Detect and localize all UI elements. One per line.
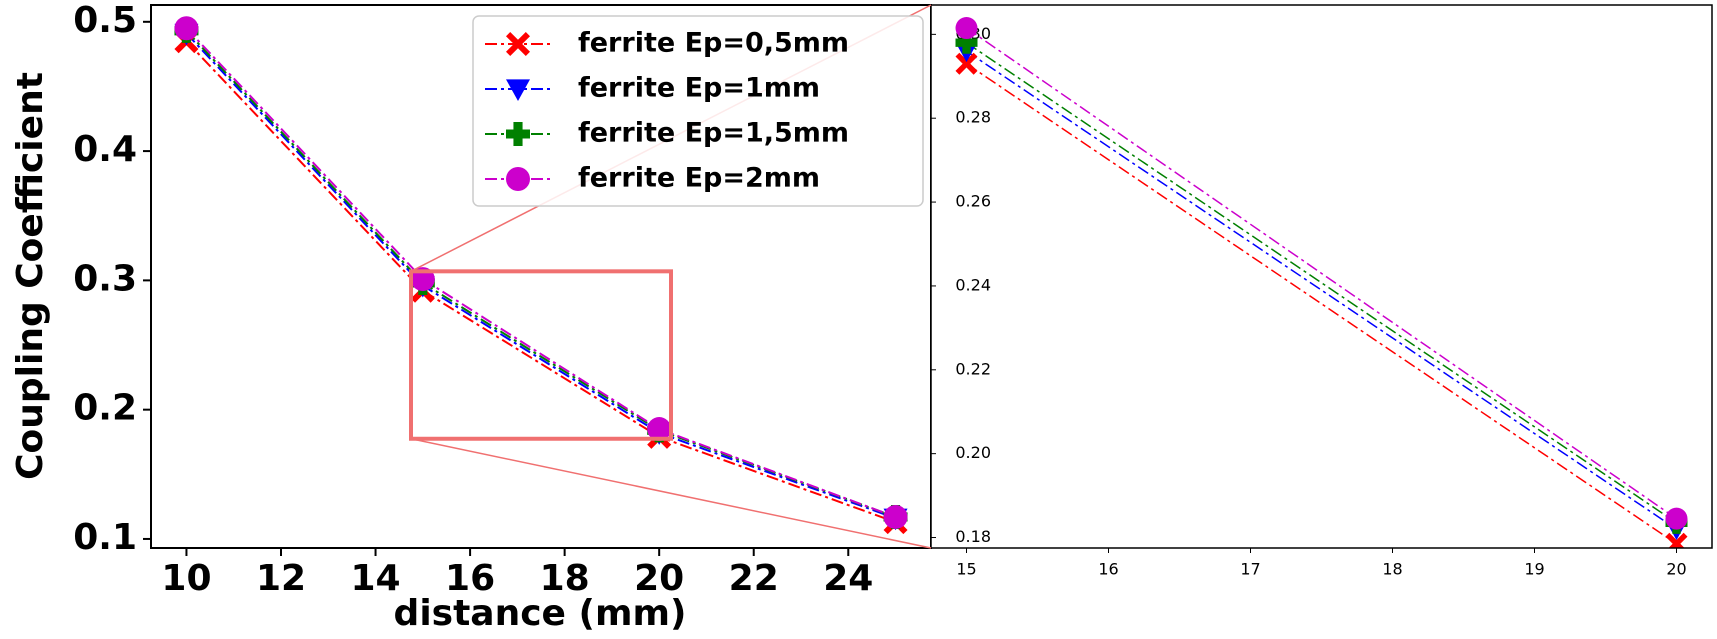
legend: ferrite Ep=0,5mm ferrite Ep=1mm ferrite Ep… (485, 28, 849, 194)
x-tick-label: 18 (1382, 560, 1402, 579)
y-tick-label: 0.4 (73, 129, 137, 170)
x-tick-label: 22 (729, 558, 779, 599)
plot-area (955, 17, 1688, 548)
x-tick-label: 16 (1098, 560, 1118, 579)
series-line (966, 42, 1677, 524)
x-tick-label: 18 (540, 558, 590, 599)
x-tick-label: 17 (1240, 560, 1260, 579)
marker (1665, 507, 1688, 530)
series-line (185, 30, 896, 518)
series-line (966, 50, 1677, 530)
marker (955, 17, 978, 40)
y-tick-label: 0.22 (955, 359, 991, 378)
series-line (185, 27, 896, 518)
legend-label: ferrite Ep=2mm (578, 163, 820, 194)
x-tick-label: 24 (823, 558, 873, 599)
x-tick-label: 20 (634, 558, 684, 599)
series-line (185, 40, 896, 524)
series-line (966, 27, 1677, 520)
marker (647, 417, 672, 442)
marker (955, 31, 978, 54)
y-tick-label: 0.5 (73, 0, 137, 41)
x-tick-label: 16 (445, 558, 495, 599)
marker (174, 16, 199, 41)
y-tick-label: 0.2 (73, 388, 137, 429)
x-tick-label: 15 (956, 560, 976, 579)
zoom-connector (410, 438, 932, 549)
marker (883, 504, 908, 529)
y-tick-label: 0.24 (955, 275, 991, 294)
legend-marker (506, 167, 530, 191)
x-tick-label: 20 (1666, 560, 1686, 579)
x-axis-label: distance (mm) (394, 593, 687, 634)
legend-label: ferrite Ep=1mm (578, 73, 820, 104)
legend-marker (506, 122, 530, 146)
axes-frame (930, 4, 1713, 549)
legend-marker (506, 79, 530, 101)
legend-box (472, 15, 924, 207)
axes-background (931, 5, 1712, 548)
x-tick-label: 19 (1524, 560, 1544, 579)
marker (955, 52, 978, 75)
y-tick-label: 0.1 (73, 517, 137, 558)
legend-label: ferrite Ep=1,5mm (578, 118, 849, 149)
zoom-box (409, 269, 673, 441)
series-line (185, 32, 896, 520)
y-tick-label: 0.28 (955, 108, 991, 127)
legend-marker (506, 32, 530, 56)
series-line (966, 63, 1677, 545)
y-tick-label: 0.3 (73, 258, 137, 299)
marker (1665, 532, 1688, 548)
y-tick-label: 0.18 (955, 527, 991, 546)
x-tick-label: 10 (161, 558, 211, 599)
x-tick-label: 14 (350, 558, 400, 599)
y-tick-label: 0.20 (955, 443, 991, 462)
x-tick-label: 12 (256, 558, 306, 599)
y-tick-label: 0.26 (955, 192, 991, 211)
plot-area (174, 16, 908, 535)
legend-label: ferrite Ep=0,5mm (578, 28, 849, 59)
y-axis-label: Coupling Coefficient (10, 72, 51, 480)
